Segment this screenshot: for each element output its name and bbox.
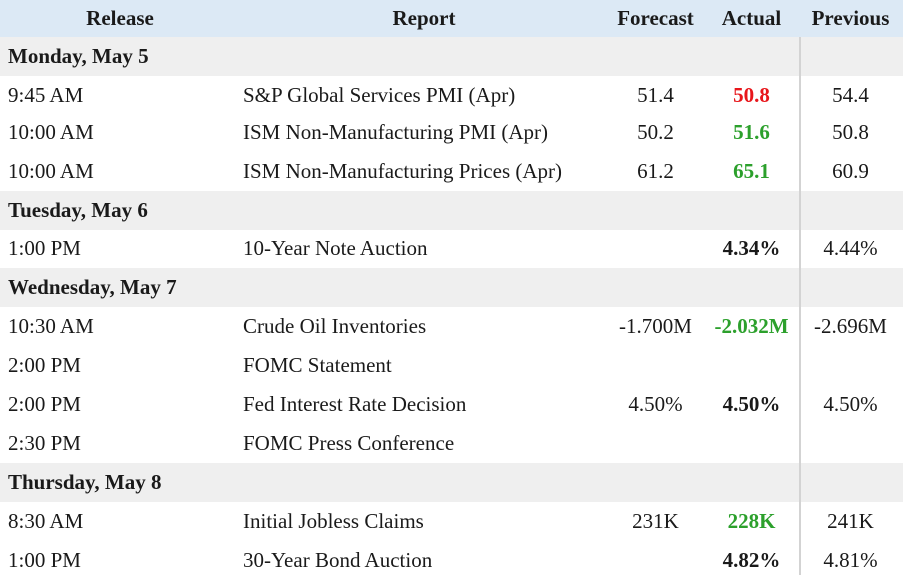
previous-value [801, 346, 900, 385]
actual-value: 51.6 [733, 120, 770, 144]
report-name: 30-Year Bond Auction [243, 548, 433, 572]
day-group-header: Thursday, May 8 [0, 463, 903, 502]
actual-value: 4.82% [722, 548, 781, 572]
forecast-value: 61.2 [637, 159, 674, 183]
previous-value: 54.4 [832, 83, 869, 107]
previous-value: -2.696M [814, 314, 887, 338]
column-header-previous: Previous [811, 6, 890, 30]
release-time: 2:00 PM [8, 392, 81, 416]
forecast-value [608, 424, 703, 463]
day-label: Wednesday, May 7 [8, 275, 177, 299]
table-row: 8:30 AM Initial Jobless Claims 231K 228K 241… [0, 502, 903, 541]
column-header-actual: Actual [721, 6, 782, 30]
release-time: 1:00 PM [8, 236, 81, 260]
report-name: Crude Oil Inventories [243, 314, 427, 338]
day-label: Monday, May 5 [8, 44, 149, 68]
report-name: Initial Jobless Claims [243, 509, 424, 533]
previous-value: 60.9 [832, 159, 869, 183]
table-row: 1:00 PM 30-Year Bond Auction 4.82% 4.81% [0, 541, 903, 580]
release-time: 10:00 AM [8, 120, 94, 144]
actual-value: -2.032M [714, 314, 789, 338]
previous-value [801, 424, 900, 463]
actual-value: 4.34% [722, 236, 781, 260]
report-name: ISM Non-Manufacturing Prices (Apr) [243, 159, 563, 183]
table-row: 1:00 PM 10-Year Note Auction 4.34% 4.44% [0, 229, 903, 268]
report-name: 10-Year Note Auction [243, 236, 428, 260]
forecast-value: 50.2 [637, 120, 674, 144]
previous-value: 241K [827, 509, 874, 533]
actual-value: 50.8 [733, 83, 770, 107]
forecast-value: 4.50% [628, 392, 683, 416]
forecast-value [608, 541, 703, 580]
column-header-forecast: Forecast [617, 6, 694, 30]
table-row: 2:30 PM FOMC Press Conference [0, 424, 903, 463]
previous-value: 4.81% [823, 548, 878, 572]
actual-value: 228K [727, 509, 776, 533]
day-group-header: Wednesday, May 7 [0, 268, 903, 307]
release-time: 2:30 PM [8, 431, 81, 455]
day-group-header: Monday, May 5 [0, 37, 903, 76]
day-group-header: Tuesday, May 6 [0, 191, 903, 230]
actual-value [703, 346, 800, 385]
previous-value: 4.44% [823, 236, 878, 260]
report-name: FOMC Statement [243, 353, 392, 377]
forecast-value: 51.4 [637, 83, 674, 107]
table-row: 10:30 AM Crude Oil Inventories -1.700M -2.0… [0, 307, 903, 346]
release-time: 1:00 PM [8, 548, 81, 572]
column-header-report: Report [392, 6, 456, 30]
previous-value: 4.50% [823, 392, 878, 416]
actual-value: 4.50% [722, 392, 781, 416]
report-name: FOMC Press Conference [243, 431, 455, 455]
column-header-release: Release [86, 6, 154, 30]
report-name: S&P Global Services PMI (Apr) [243, 83, 516, 107]
day-label: Thursday, May 8 [8, 470, 162, 494]
previous-column-divider [799, 37, 801, 575]
table-row: 10:00 AM ISM Non-Manufacturing PMI (Apr) 5… [0, 113, 903, 152]
forecast-value [608, 346, 703, 385]
report-name: ISM Non-Manufacturing PMI (Apr) [243, 120, 549, 144]
forecast-value: -1.700M [619, 314, 692, 338]
release-time: 10:00 AM [8, 159, 94, 183]
forecast-value [608, 229, 703, 268]
actual-value [703, 424, 800, 463]
release-time: 10:30 AM [8, 314, 94, 338]
actual-value: 65.1 [733, 159, 770, 183]
report-name: Fed Interest Rate Decision [243, 392, 467, 416]
release-time: 2:00 PM [8, 353, 81, 377]
table-row: 2:00 PM FOMC Statement [0, 346, 903, 385]
previous-value: 50.8 [832, 120, 869, 144]
table-row: 10:00 AM ISM Non-Manufacturing Prices (Ap… [0, 152, 903, 191]
release-time: 9:45 AM [8, 83, 84, 107]
table-header-row: Release Report Forecast Actual Previous [0, 0, 903, 37]
release-time: 8:30 AM [8, 509, 84, 533]
forecast-value: 231K [632, 509, 679, 533]
table-row: 2:00 PM Fed Interest Rate Decision 4.50% 4.… [0, 385, 903, 424]
day-label: Tuesday, May 6 [8, 198, 148, 222]
table-row: 9:45 AM S&P Global Services PMI (Apr) 51.4… [0, 76, 903, 115]
